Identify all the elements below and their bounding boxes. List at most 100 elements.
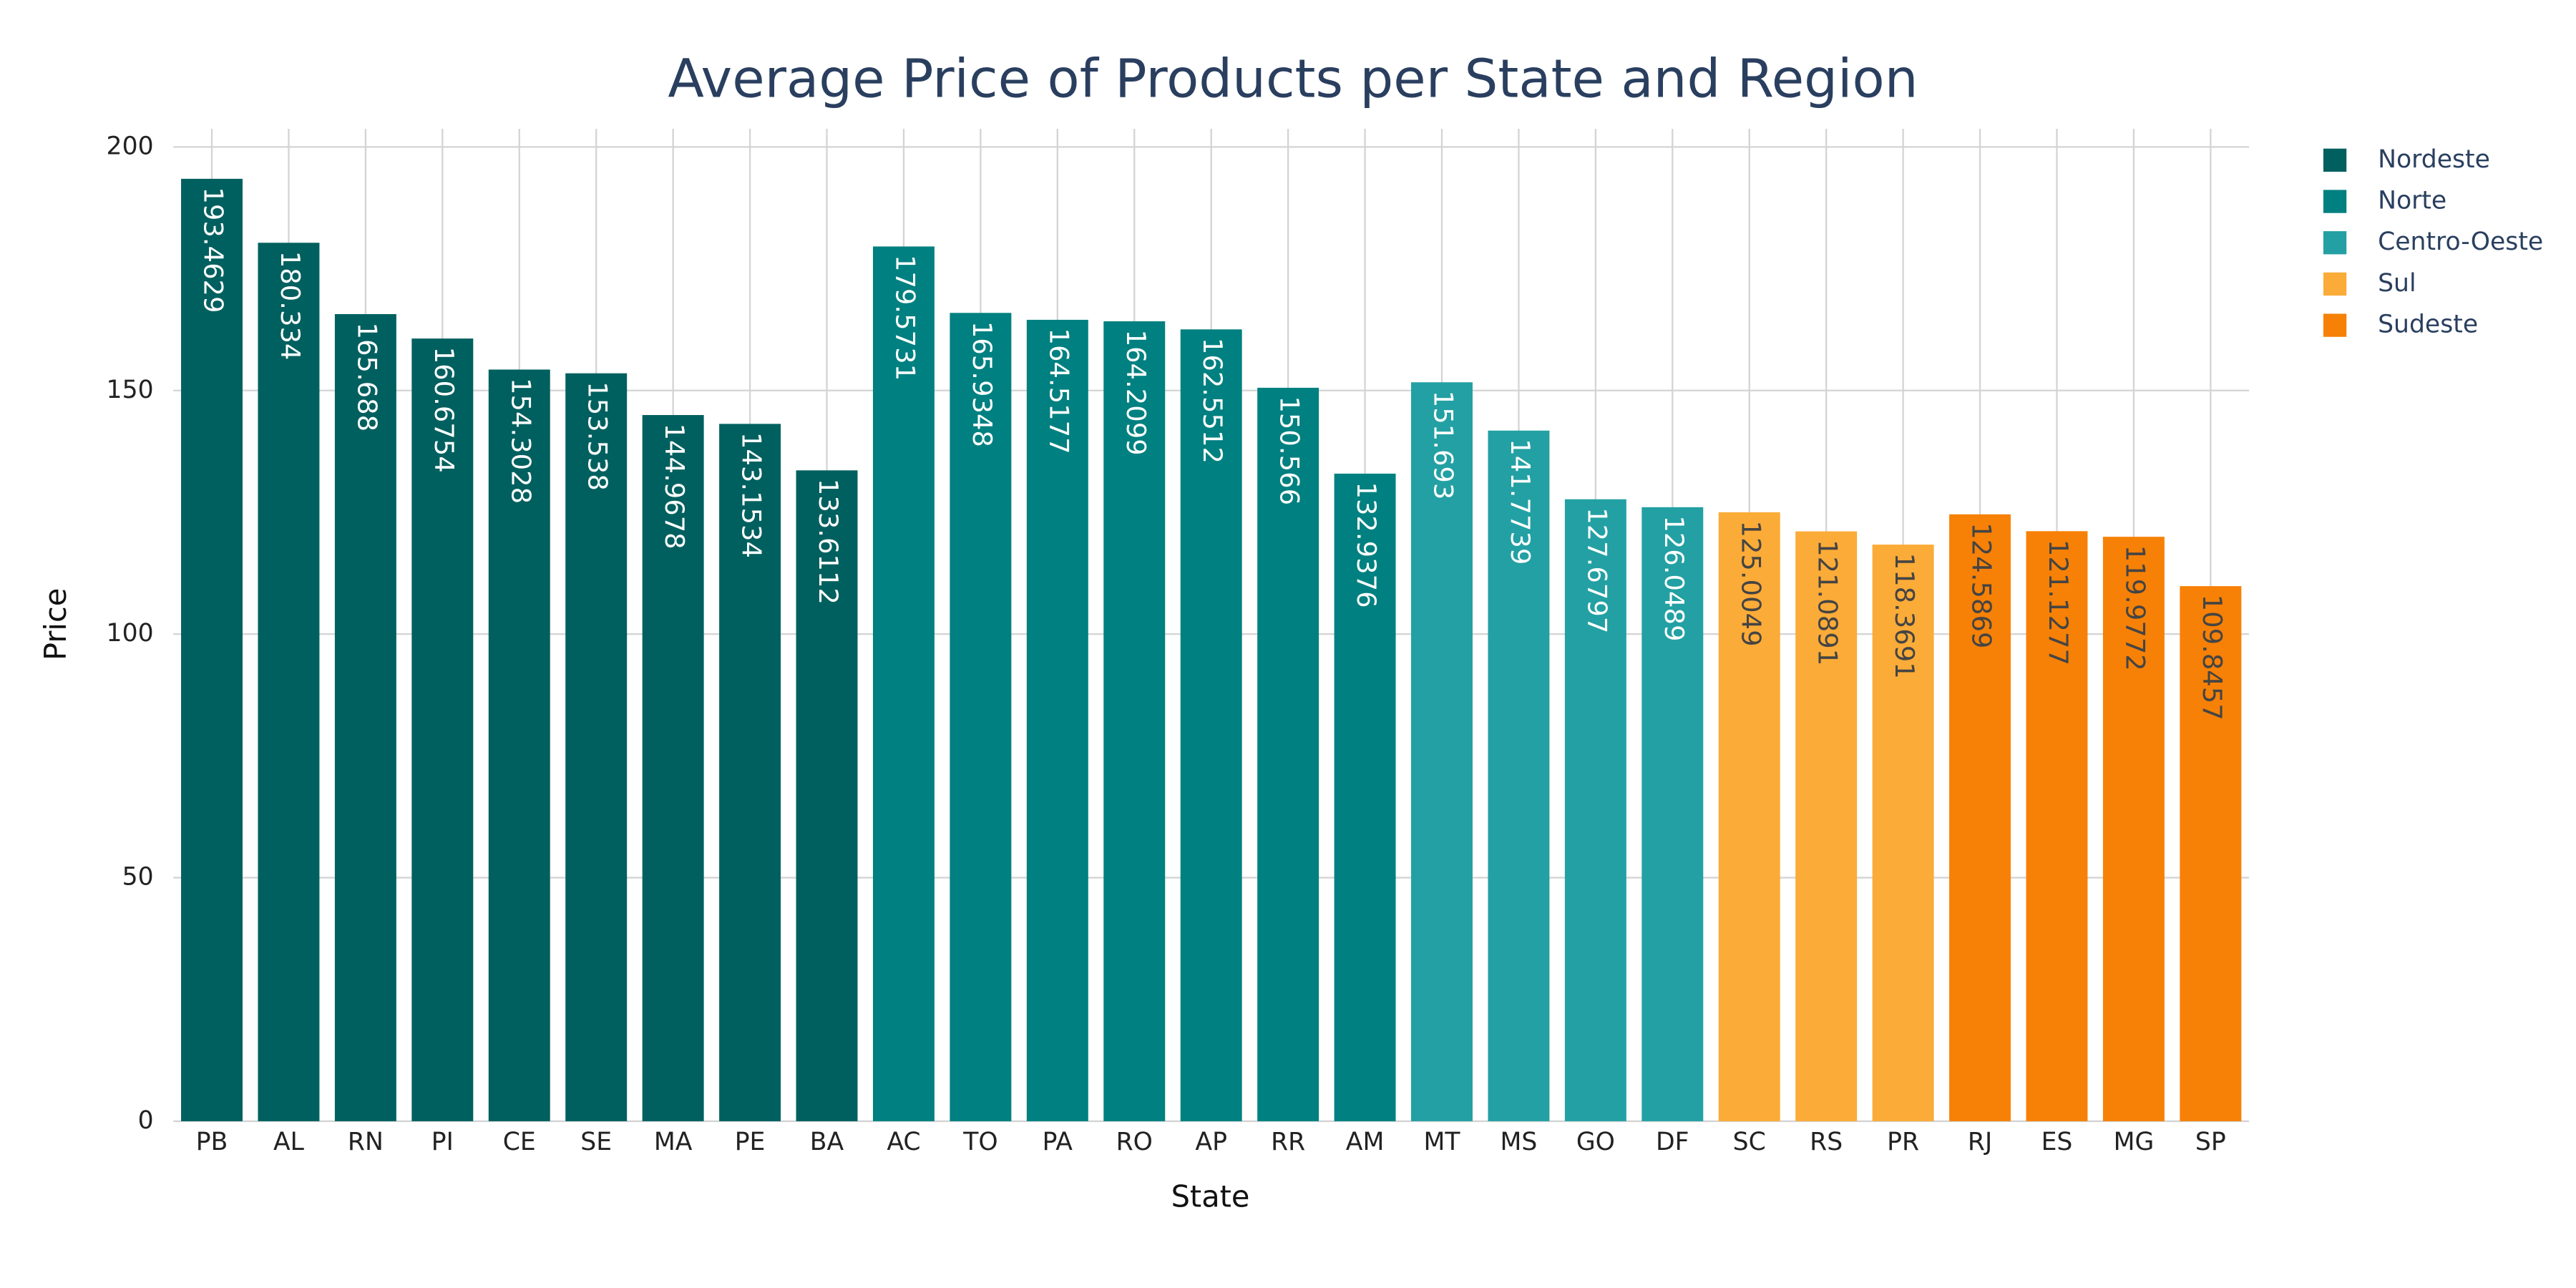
value-label: 180.334 bbox=[275, 251, 306, 361]
bar bbox=[2102, 537, 2165, 1121]
x-tick-label: SC bbox=[1733, 1128, 1766, 1156]
x-tick-label: DF bbox=[1656, 1128, 1689, 1156]
bar bbox=[1180, 329, 1242, 1121]
x-tick-label: CE bbox=[503, 1128, 536, 1156]
legend-swatch bbox=[2323, 272, 2347, 296]
y-tick-label: 100 bbox=[107, 619, 154, 648]
x-tick-label: BA bbox=[810, 1128, 844, 1156]
bar bbox=[411, 338, 474, 1121]
x-tick-label: PA bbox=[1043, 1128, 1073, 1156]
bar bbox=[1334, 473, 1396, 1121]
bar bbox=[950, 313, 1012, 1121]
x-tick-label: TO bbox=[962, 1128, 997, 1156]
y-tick-label: 150 bbox=[107, 376, 154, 404]
x-tick-label: MA bbox=[654, 1128, 693, 1156]
bar bbox=[1026, 319, 1088, 1121]
value-label: 165.688 bbox=[351, 323, 382, 432]
value-label: 150.566 bbox=[1274, 396, 1305, 505]
y-tick-label: 0 bbox=[138, 1106, 154, 1135]
y-tick-label: 50 bbox=[122, 863, 154, 892]
value-label: 124.5869 bbox=[1966, 522, 1997, 648]
bar bbox=[1564, 499, 1626, 1121]
x-tick-label: RJ bbox=[1968, 1128, 1992, 1156]
x-tick-label: SP bbox=[2195, 1128, 2226, 1156]
value-label: 151.693 bbox=[1428, 391, 1459, 500]
legend-label: Nordeste bbox=[2378, 145, 2490, 174]
bar bbox=[1411, 382, 1473, 1121]
legend-label: Sul bbox=[2378, 269, 2416, 298]
bar bbox=[1103, 321, 1166, 1121]
bar bbox=[258, 243, 320, 1121]
value-label: 126.0489 bbox=[1659, 515, 1689, 641]
x-tick-label: PR bbox=[1887, 1128, 1919, 1156]
bar bbox=[796, 470, 858, 1121]
bar bbox=[1488, 430, 1550, 1121]
value-label: 160.6754 bbox=[429, 347, 459, 473]
value-label: 118.3691 bbox=[1889, 553, 1920, 679]
value-label: 153.538 bbox=[582, 381, 613, 491]
bar bbox=[872, 246, 935, 1121]
y-tick-label: 200 bbox=[107, 132, 154, 160]
bar bbox=[1795, 531, 1858, 1121]
legend-swatch bbox=[2323, 313, 2347, 337]
bar bbox=[719, 424, 781, 1121]
value-label: 141.7739 bbox=[1505, 439, 1536, 565]
value-label: 109.8457 bbox=[2197, 595, 2228, 721]
x-tick-label: PB bbox=[196, 1128, 228, 1156]
bar bbox=[1718, 512, 1780, 1121]
value-label: 119.9772 bbox=[2119, 545, 2150, 671]
value-label: 144.9678 bbox=[659, 424, 690, 550]
x-tick-label: MT bbox=[1423, 1128, 1460, 1156]
bar bbox=[2026, 531, 2088, 1121]
legend-swatch bbox=[2323, 231, 2347, 255]
chart-title: Average Price of Products per State and … bbox=[668, 48, 1918, 109]
bar bbox=[2180, 586, 2242, 1121]
bar bbox=[488, 369, 550, 1121]
value-label: 121.0891 bbox=[1813, 540, 1843, 665]
x-tick-label: AL bbox=[273, 1128, 305, 1156]
bar bbox=[1872, 545, 1934, 1121]
legend-label: Sudeste bbox=[2378, 311, 2478, 339]
bar bbox=[181, 178, 243, 1121]
value-label: 125.0049 bbox=[1735, 520, 1766, 646]
value-label: 127.6797 bbox=[1581, 507, 1612, 633]
x-tick-label: RO bbox=[1116, 1128, 1153, 1156]
x-axis-title: State bbox=[1171, 1179, 1250, 1214]
bar bbox=[565, 373, 628, 1121]
value-label: 179.5731 bbox=[889, 255, 920, 381]
x-tick-label: AM bbox=[1346, 1128, 1385, 1156]
x-tick-label: MG bbox=[2114, 1128, 2155, 1156]
value-label: 165.9348 bbox=[967, 321, 997, 447]
value-label: 133.6112 bbox=[813, 479, 844, 605]
y-axis-title: Price bbox=[38, 588, 73, 660]
value-label: 132.9376 bbox=[1351, 482, 1382, 608]
x-tick-label: AP bbox=[1195, 1128, 1227, 1156]
value-label: 164.5177 bbox=[1043, 328, 1074, 454]
bar bbox=[642, 415, 704, 1121]
x-tick-label: SE bbox=[580, 1128, 612, 1156]
bar bbox=[334, 313, 396, 1121]
bar bbox=[1257, 387, 1319, 1121]
x-tick-label: RS bbox=[1810, 1128, 1843, 1156]
legend-label: Norte bbox=[2378, 187, 2446, 215]
x-tick-label: MS bbox=[1501, 1128, 1538, 1156]
x-tick-label: ES bbox=[2041, 1128, 2073, 1156]
x-tick-label: RR bbox=[1271, 1128, 1305, 1156]
value-label: 164.2099 bbox=[1121, 330, 1151, 456]
x-tick-label: RN bbox=[348, 1128, 384, 1156]
value-label: 193.4629 bbox=[198, 187, 229, 313]
x-tick-label: GO bbox=[1576, 1128, 1615, 1156]
bar bbox=[1641, 507, 1704, 1121]
value-label: 143.1534 bbox=[736, 432, 767, 558]
legend-swatch bbox=[2323, 148, 2347, 172]
bar bbox=[1949, 514, 2011, 1121]
value-label: 154.3028 bbox=[505, 378, 536, 504]
x-tick-label: PI bbox=[431, 1128, 454, 1156]
x-tick-label: PE bbox=[735, 1128, 766, 1156]
legend-label: Centro-Oeste bbox=[2378, 228, 2543, 256]
value-label: 162.5512 bbox=[1197, 338, 1228, 464]
value-label: 121.1277 bbox=[2043, 540, 2074, 665]
x-tick-label: AC bbox=[887, 1128, 920, 1156]
legend-swatch bbox=[2323, 190, 2347, 213]
